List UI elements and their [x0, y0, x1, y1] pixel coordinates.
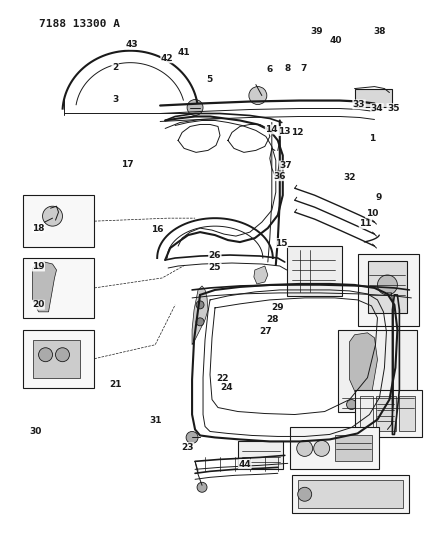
Circle shape	[298, 487, 312, 501]
Circle shape	[56, 348, 69, 362]
Text: 23: 23	[181, 442, 194, 451]
Circle shape	[187, 100, 203, 116]
Bar	[377, 395, 396, 431]
Text: 31: 31	[149, 416, 161, 425]
Bar	[354, 88, 392, 107]
Circle shape	[42, 206, 62, 226]
Polygon shape	[192, 286, 208, 345]
Bar	[23, 258, 95, 318]
Text: 34: 34	[371, 104, 383, 112]
Text: 32: 32	[343, 173, 356, 182]
Text: 12: 12	[291, 128, 303, 137]
Text: 14: 14	[265, 125, 278, 134]
Bar	[357, 254, 419, 326]
Polygon shape	[33, 262, 56, 312]
Text: 43: 43	[126, 40, 138, 49]
Bar	[298, 480, 403, 508]
Bar	[23, 195, 95, 247]
Text: 37: 37	[279, 161, 292, 170]
Bar	[399, 395, 415, 431]
Text: 2: 2	[112, 63, 118, 72]
Text: 1: 1	[369, 134, 375, 143]
Text: 38: 38	[373, 27, 386, 36]
Text: 29: 29	[272, 303, 284, 312]
Text: 21: 21	[109, 380, 121, 389]
Circle shape	[196, 318, 204, 326]
Polygon shape	[350, 333, 377, 398]
Circle shape	[196, 301, 204, 309]
Text: 7188 13300 A: 7188 13300 A	[39, 19, 119, 29]
Text: 22: 22	[216, 374, 229, 383]
Text: 36: 36	[274, 172, 286, 181]
Text: 33: 33	[353, 100, 365, 109]
Circle shape	[297, 440, 313, 456]
Text: 20: 20	[32, 300, 45, 309]
Text: 8: 8	[284, 64, 291, 74]
Text: 17: 17	[122, 160, 134, 169]
Circle shape	[314, 440, 330, 456]
Text: 41: 41	[178, 49, 190, 58]
Text: 19: 19	[32, 262, 45, 271]
Bar	[354, 390, 422, 438]
Text: 13: 13	[278, 126, 291, 135]
Text: 26: 26	[208, 252, 221, 261]
Text: 27: 27	[260, 327, 272, 336]
Text: 10: 10	[366, 209, 378, 218]
Circle shape	[347, 400, 357, 409]
Text: 9: 9	[375, 193, 381, 202]
Text: 6: 6	[266, 66, 273, 75]
Circle shape	[377, 275, 398, 295]
Text: 40: 40	[329, 36, 342, 45]
Bar	[368, 261, 407, 313]
Text: 16: 16	[152, 225, 164, 234]
Text: 35: 35	[387, 104, 399, 112]
Text: 11: 11	[359, 220, 372, 229]
Bar	[287, 246, 342, 296]
Text: 44: 44	[238, 459, 251, 469]
Circle shape	[186, 431, 198, 443]
Circle shape	[197, 482, 207, 492]
Text: 18: 18	[32, 224, 45, 233]
Text: 3: 3	[112, 95, 118, 103]
Circle shape	[249, 86, 267, 104]
Text: 39: 39	[310, 27, 323, 36]
Text: 42: 42	[161, 54, 173, 63]
Text: 30: 30	[30, 427, 42, 435]
Bar	[238, 441, 283, 470]
Text: 28: 28	[267, 315, 279, 324]
Circle shape	[374, 400, 384, 409]
Circle shape	[360, 400, 369, 409]
Bar	[290, 427, 380, 470]
Text: 15: 15	[275, 239, 288, 248]
Bar	[338, 330, 417, 411]
Polygon shape	[254, 266, 268, 284]
Circle shape	[39, 348, 53, 362]
Text: 5: 5	[207, 75, 213, 84]
Bar	[33, 340, 80, 378]
Bar	[292, 475, 409, 513]
Bar	[335, 435, 372, 462]
Text: 4: 4	[130, 40, 136, 49]
Text: 7: 7	[300, 64, 307, 74]
Bar	[23, 330, 95, 387]
Text: 25: 25	[208, 263, 221, 272]
Bar	[360, 395, 374, 431]
Text: 24: 24	[220, 383, 233, 392]
